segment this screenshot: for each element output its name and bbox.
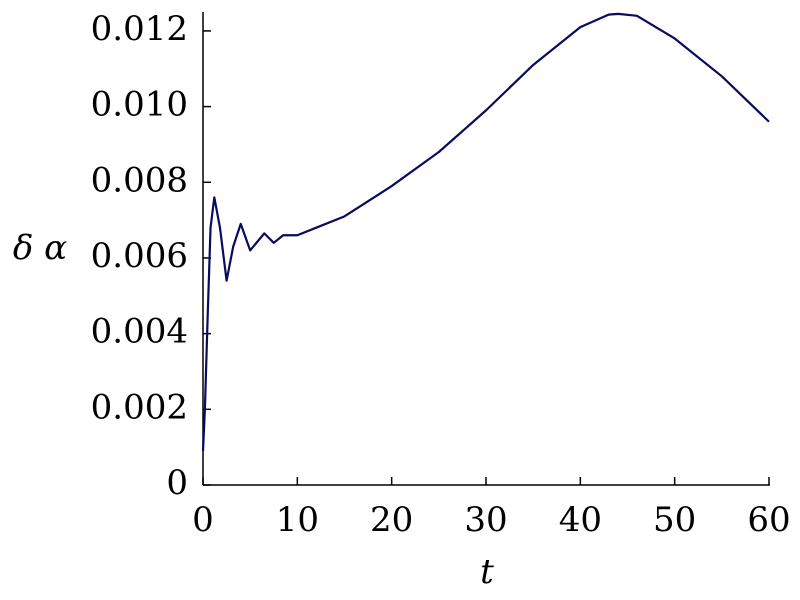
x-tick-label: 50	[653, 500, 696, 540]
data-line	[201, 12, 770, 451]
y-tick-label: 0.006	[91, 236, 188, 276]
y-tick-label: 0.002	[91, 387, 188, 427]
y-tick-label: 0.012	[91, 9, 188, 49]
y-tick-label: 0	[166, 463, 188, 503]
x-tick-label: 10	[276, 500, 319, 540]
x-axis-label: t	[480, 552, 494, 592]
x-tick-label: 0	[192, 500, 214, 540]
y-axis-label: δ α	[13, 228, 67, 268]
y-tick-label: 0.010	[91, 85, 188, 125]
x-tick-label: 20	[370, 500, 413, 540]
y-tick-label: 0.008	[91, 160, 188, 200]
x-tick-label: 60	[747, 500, 790, 540]
y-tick-label: 0.004	[91, 312, 188, 352]
x-tick-label: 30	[464, 500, 507, 540]
x-tick-label: 40	[559, 500, 602, 540]
